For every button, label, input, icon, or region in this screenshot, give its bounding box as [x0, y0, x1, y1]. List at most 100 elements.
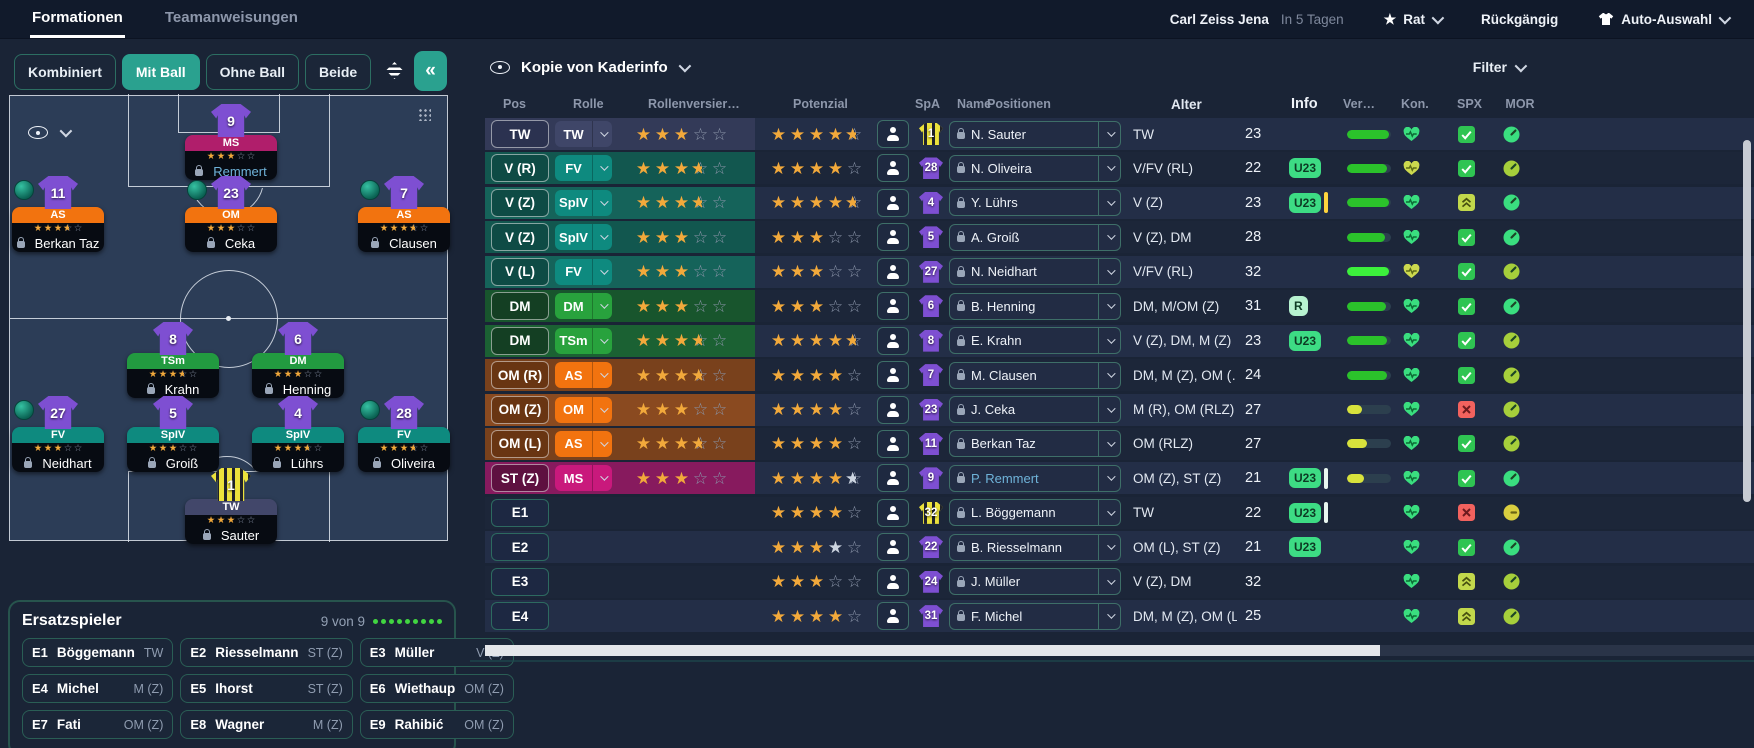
- position-pill[interactable]: OM (L): [491, 429, 549, 458]
- player-select[interactable]: M. Clausen: [949, 361, 1121, 389]
- substitute-slot[interactable]: E5 Ihorst ST (Z): [180, 674, 353, 703]
- player-card-button[interactable]: [877, 223, 909, 252]
- horizontal-scrollbar-thumb[interactable]: [485, 645, 1380, 656]
- player-card-button[interactable]: [877, 567, 909, 596]
- role-select[interactable]: SpIV: [555, 189, 612, 216]
- substitute-slot[interactable]: E9 Rahibić OM (Z): [359, 710, 514, 739]
- player-select[interactable]: F. Michel: [949, 602, 1121, 630]
- player-card[interactable]: TW ★ ★ ★ ☆ ☆ Sauter: [185, 499, 277, 544]
- role-select[interactable]: TW: [555, 121, 612, 147]
- advice-button[interactable]: ★ Rat: [1384, 11, 1445, 28]
- position-pill[interactable]: V (R): [491, 154, 549, 183]
- pitch-player[interactable]: 4 SpIV ★ ★ ★ ☆ ★ ☆ Lührs: [252, 396, 344, 472]
- role-select[interactable]: OM: [555, 396, 612, 423]
- player-select[interactable]: E. Krahn: [949, 327, 1121, 355]
- player-card[interactable]: AS ★ ★ ★ ☆ ★ ☆ Berkan Taz: [12, 207, 104, 252]
- player-card-button[interactable]: [877, 120, 909, 148]
- vertical-scrollbar[interactable]: [1743, 140, 1751, 502]
- set-piece-icon[interactable]: [386, 62, 403, 79]
- player-select[interactable]: A. Groiß: [949, 223, 1121, 251]
- player-card-button[interactable]: [877, 257, 909, 286]
- column-header[interactable]: Ver…: [1343, 97, 1375, 111]
- role-select[interactable]: TSm: [555, 327, 612, 354]
- role-select[interactable]: MS: [555, 465, 612, 492]
- role-select[interactable]: AS: [555, 362, 612, 389]
- player-card-button[interactable]: [877, 154, 909, 183]
- player-select[interactable]: N. Neidhart: [949, 258, 1121, 286]
- player-select[interactable]: L. Böggemann: [949, 499, 1121, 527]
- position-pill[interactable]: ST (Z): [491, 464, 549, 493]
- position-pill[interactable]: E1: [491, 498, 549, 527]
- role-select[interactable]: AS: [555, 430, 612, 457]
- player-card-button[interactable]: [877, 602, 909, 631]
- player-card-button[interactable]: [877, 326, 909, 355]
- pitch-player[interactable]: 23 OM ★ ★ ★ ☆ ☆ Ceka: [185, 176, 277, 252]
- tab-formationen[interactable]: Formationen: [30, 0, 125, 38]
- substitute-slot[interactable]: E6 Wiethaup OM (Z): [359, 674, 514, 703]
- substitute-slot[interactable]: E7 Fati OM (Z): [22, 710, 174, 739]
- player-card[interactable]: FV ★ ★ ★ ☆ ★ ☆ Oliveira: [358, 427, 450, 472]
- position-pill[interactable]: E2: [491, 533, 549, 562]
- position-pill[interactable]: OM (R): [491, 361, 549, 390]
- role-select[interactable]: DM: [555, 293, 612, 320]
- role-select[interactable]: FV: [555, 258, 612, 285]
- position-pill[interactable]: V (Z): [491, 223, 549, 252]
- player-card[interactable]: MS ★ ★ ★ ☆ ☆ Remmert: [185, 135, 277, 180]
- player-card-button[interactable]: [877, 395, 909, 424]
- column-header[interactable]: Rollenversier…: [648, 97, 740, 111]
- column-header[interactable]: Info: [1291, 96, 1318, 112]
- player-card-button[interactable]: [877, 533, 909, 562]
- player-card[interactable]: FV ★ ★ ★ ☆ ☆ Neidhart: [12, 427, 104, 472]
- player-card-button[interactable]: [877, 429, 909, 458]
- player-card[interactable]: SpIV ★ ★ ★ ☆ ★ ☆ Lührs: [252, 427, 344, 472]
- substitute-slot[interactable]: E2 Riesselmann ST (Z): [180, 638, 353, 667]
- player-select[interactable]: Y. Lührs: [949, 189, 1121, 217]
- position-pill[interactable]: V (Z): [491, 188, 549, 217]
- pitch-player[interactable]: 9 MS ★ ★ ★ ☆ ☆ Remmert: [185, 104, 277, 180]
- player-card-button[interactable]: [877, 292, 909, 321]
- player-select[interactable]: P. Remmert: [949, 464, 1121, 492]
- player-card[interactable]: AS ★ ★ ★ ☆ ★ ☆ Clausen: [358, 207, 450, 252]
- drag-handle-icon[interactable]: [418, 108, 431, 121]
- pitch-player[interactable]: 5 SpIV ★ ★ ★ ☆ ☆ Groiß: [127, 396, 219, 472]
- view-mit-ball-button[interactable]: Mit Ball: [121, 54, 200, 90]
- view-ohne-ball-button[interactable]: Ohne Ball: [205, 54, 300, 90]
- player-card[interactable]: SpIV ★ ★ ★ ☆ ☆ Groiß: [127, 427, 219, 472]
- player-card-button[interactable]: [877, 464, 909, 493]
- column-header[interactable]: Potenzial: [793, 97, 848, 111]
- column-header[interactable]: Pos: [503, 97, 526, 111]
- player-card-button[interactable]: [877, 188, 909, 217]
- pitch-player[interactable]: 11 AS ★ ★ ★ ☆ ★ ☆ Berkan Taz: [12, 176, 104, 252]
- role-select[interactable]: FV: [555, 155, 612, 182]
- position-pill[interactable]: DM: [491, 292, 549, 321]
- player-select[interactable]: N. Sauter: [949, 120, 1121, 148]
- pitch-player[interactable]: 7 AS ★ ★ ★ ☆ ★ ☆ Clausen: [358, 176, 450, 252]
- pitch-player[interactable]: 6 DM ★ ★ ★ ☆ ☆ Henning: [252, 322, 344, 398]
- horizontal-scrollbar-track[interactable]: [485, 645, 1754, 656]
- column-header[interactable]: SPX: [1457, 97, 1483, 111]
- position-pill[interactable]: DM: [491, 326, 549, 355]
- position-pill[interactable]: E3: [491, 567, 549, 596]
- player-card[interactable]: OM ★ ★ ★ ☆ ☆ Ceka: [185, 207, 277, 252]
- position-pill[interactable]: OM (Z): [491, 395, 549, 424]
- pitch-player[interactable]: 1 TW ★ ★ ★ ☆ ☆ Sauter: [185, 468, 277, 544]
- player-select[interactable]: B. Riesselmann: [949, 533, 1121, 561]
- player-select[interactable]: Berkan Taz: [949, 430, 1121, 458]
- filter-button[interactable]: Filter: [1473, 59, 1528, 75]
- column-header[interactable]: Kon.: [1401, 97, 1429, 111]
- column-header[interactable]: Rolle: [573, 97, 604, 111]
- position-pill[interactable]: V (L): [491, 257, 549, 286]
- position-pill[interactable]: E4: [491, 602, 549, 631]
- undo-button[interactable]: Rückgängig: [1480, 11, 1559, 27]
- player-select[interactable]: N. Oliveira: [949, 154, 1121, 182]
- pitch-display-options[interactable]: [28, 124, 73, 139]
- position-pill[interactable]: TW: [491, 120, 549, 148]
- player-select[interactable]: J. Müller: [949, 568, 1121, 596]
- player-select[interactable]: J. Ceka: [949, 396, 1121, 423]
- view-beide-button[interactable]: Beide: [305, 54, 372, 90]
- column-header[interactable]: SpA: [915, 97, 940, 111]
- view-selector[interactable]: Kopie von Kaderinfo: [490, 59, 691, 76]
- pitch-player[interactable]: 8 TSm ★ ★ ★ ☆ ★ ☆ Krahn: [127, 322, 219, 398]
- substitute-slot[interactable]: E4 Michel M (Z): [22, 674, 174, 703]
- player-card-button[interactable]: [877, 361, 909, 390]
